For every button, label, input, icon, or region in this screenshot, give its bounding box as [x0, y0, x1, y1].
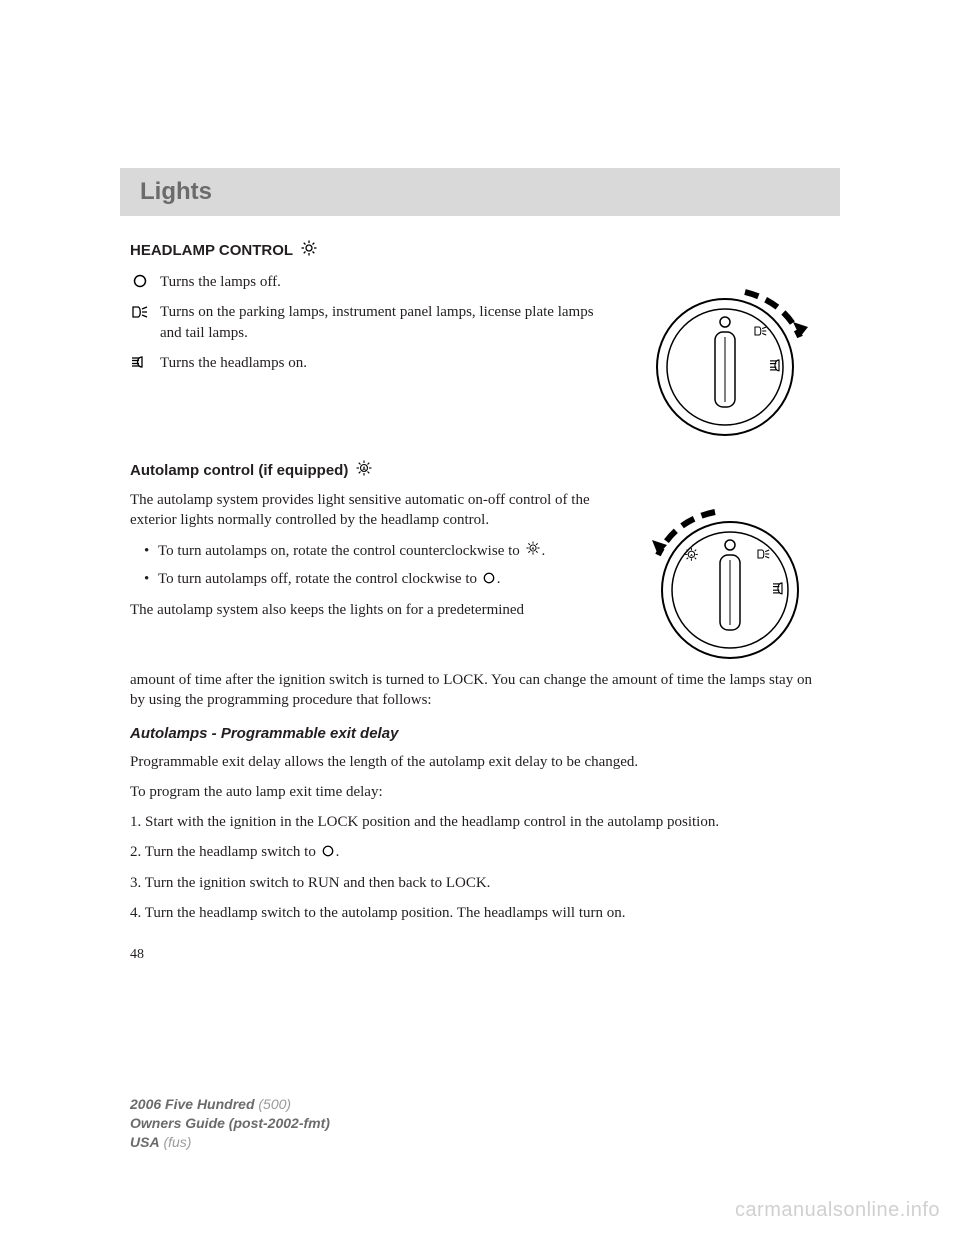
autolamp-sun-a-icon-inline: A: [526, 541, 540, 561]
headlamp-icon: [130, 353, 150, 369]
headlamps-line: Turns the headlamps on.: [130, 353, 600, 373]
autolamp-heading: Autolamp control (if equipped) A: [130, 460, 830, 480]
circle-icon-step2: [322, 843, 334, 863]
autolamp-keeps-full: amount of time after the ignition switch…: [130, 670, 830, 711]
bullet-off: To turn autolamps off, rotate the contro…: [144, 569, 600, 590]
section-header-text: Lights: [140, 178, 212, 205]
bullet-on-pre: To turn autolamps on, rotate the control…: [158, 543, 520, 559]
circle-icon-inline: [483, 570, 495, 590]
autolamp-keeps-partial: The autolamp system also keeps the light…: [130, 600, 600, 620]
footer-fus: (fus): [163, 1134, 191, 1150]
page-number: 48: [130, 947, 830, 963]
svg-text:A: A: [363, 467, 367, 473]
footer-guide: Owners Guide (post-2002-fmt): [130, 1115, 330, 1131]
headlamp-control-heading: HEADLAMP CONTROL: [130, 240, 830, 260]
step-4: 4. Turn the headlamp switch to the autol…: [130, 903, 830, 923]
autolamp-sun-a-icon: A: [356, 460, 372, 480]
bullet-off-post: .: [497, 571, 501, 587]
autolamp-intro: The autolamp system provides light sensi…: [130, 490, 600, 531]
parking-line: Turns on the parking lamps, instrument p…: [130, 302, 600, 343]
sun-icon: [301, 240, 317, 260]
programmable-p2: To program the auto lamp exit time delay…: [130, 782, 830, 802]
step-2: 2. Turn the headlamp switch to .: [130, 842, 830, 863]
bullet-on: To turn autolamps on, rotate the control…: [144, 541, 600, 562]
parking-lamp-icon: [130, 302, 150, 320]
circle-icon: [130, 272, 150, 288]
parking-text: Turns on the parking lamps, instrument p…: [160, 302, 600, 343]
footer-region: USA: [130, 1134, 160, 1150]
step-3: 3. Turn the ignition switch to RUN and t…: [130, 873, 830, 893]
bullet-on-post: .: [542, 543, 546, 559]
footer-model: 2006 Five Hundred: [130, 1096, 255, 1112]
headlamps-text: Turns the headlamps on.: [160, 353, 307, 373]
off-line: Turns the lamps off.: [130, 272, 600, 292]
section-header: Lights: [120, 168, 840, 216]
off-text: Turns the lamps off.: [160, 272, 281, 292]
step-1: 1. Start with the ignition in the LOCK p…: [130, 812, 830, 832]
watermark: carmanualsonline.info: [735, 1199, 940, 1222]
autolamp-dial-diagram: A: [620, 490, 830, 670]
headlamp-title: HEADLAMP CONTROL: [130, 242, 293, 259]
step2-post: .: [336, 844, 340, 860]
bullet-off-pre: To turn autolamps off, rotate the contro…: [158, 571, 477, 587]
footer-code: (500): [258, 1096, 291, 1112]
headlamp-dial-diagram: [620, 272, 830, 442]
programmable-p1: Programmable exit delay allows the lengt…: [130, 752, 830, 772]
autolamp-bullets: To turn autolamps on, rotate the control…: [144, 541, 600, 590]
svg-text:A: A: [690, 552, 693, 557]
step2-pre: 2. Turn the headlamp switch to: [130, 844, 316, 860]
programmable-heading: Autolamps - Programmable exit delay: [130, 725, 830, 742]
autolamp-title: Autolamp control (if equipped): [130, 462, 348, 479]
footer: 2006 Five Hundred (500) Owners Guide (po…: [130, 1095, 330, 1152]
